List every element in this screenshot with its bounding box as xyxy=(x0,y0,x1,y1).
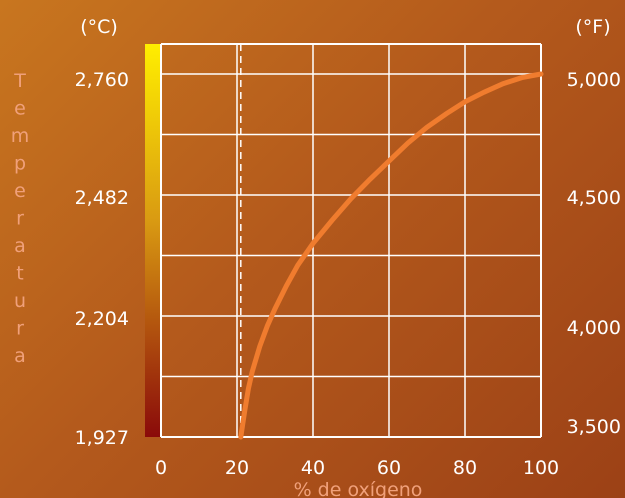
left-tick-labels: 1,927 2,204 2,482 2,760 xyxy=(75,69,129,449)
grid xyxy=(160,43,542,438)
y-axis-label-letter: u xyxy=(14,290,26,312)
x-tick-label: 40 xyxy=(301,457,325,479)
right-unit-label: (°F) xyxy=(575,16,610,38)
x-tick-label: 100 xyxy=(523,457,559,479)
y-axis-label-letter: p xyxy=(14,153,26,175)
left-tick-label: 1,927 xyxy=(75,427,129,449)
y-axis-label-letter: e xyxy=(14,180,26,202)
y-axis-label-letter: a xyxy=(14,345,26,367)
left-tick-label: 2,482 xyxy=(75,187,129,209)
y-axis-label-letter: T xyxy=(13,70,26,92)
right-tick-label: 4,000 xyxy=(567,317,621,339)
right-tick-labels: 3,500 4,000 4,500 5,000 xyxy=(567,69,621,438)
x-tick-label: 20 xyxy=(225,457,249,479)
left-unit-label: (°C) xyxy=(80,16,118,38)
x-tick-label: 0 xyxy=(155,457,167,479)
x-axis-label: % de oxígeno xyxy=(294,479,423,498)
x-tick-labels: 0 20 40 60 80 100 xyxy=(155,457,559,479)
y-axis-label-letter: a xyxy=(14,235,26,257)
y-axis-label-letter: r xyxy=(16,208,24,230)
y-axis-label-letter: m xyxy=(11,125,30,147)
colorbar xyxy=(145,44,161,437)
x-tick-label: 80 xyxy=(453,457,477,479)
right-tick-label: 3,500 xyxy=(567,416,621,438)
y-axis-label-letter: e xyxy=(14,98,26,120)
left-tick-label: 2,760 xyxy=(75,69,129,91)
y-axis-label-letter: r xyxy=(16,318,24,340)
x-tick-label: 60 xyxy=(377,457,401,479)
right-tick-label: 5,000 xyxy=(567,69,621,91)
y-axis-label-letter: t xyxy=(16,263,23,285)
left-tick-label: 2,204 xyxy=(75,308,129,330)
series-line xyxy=(238,71,544,440)
right-tick-label: 4,500 xyxy=(567,187,621,209)
